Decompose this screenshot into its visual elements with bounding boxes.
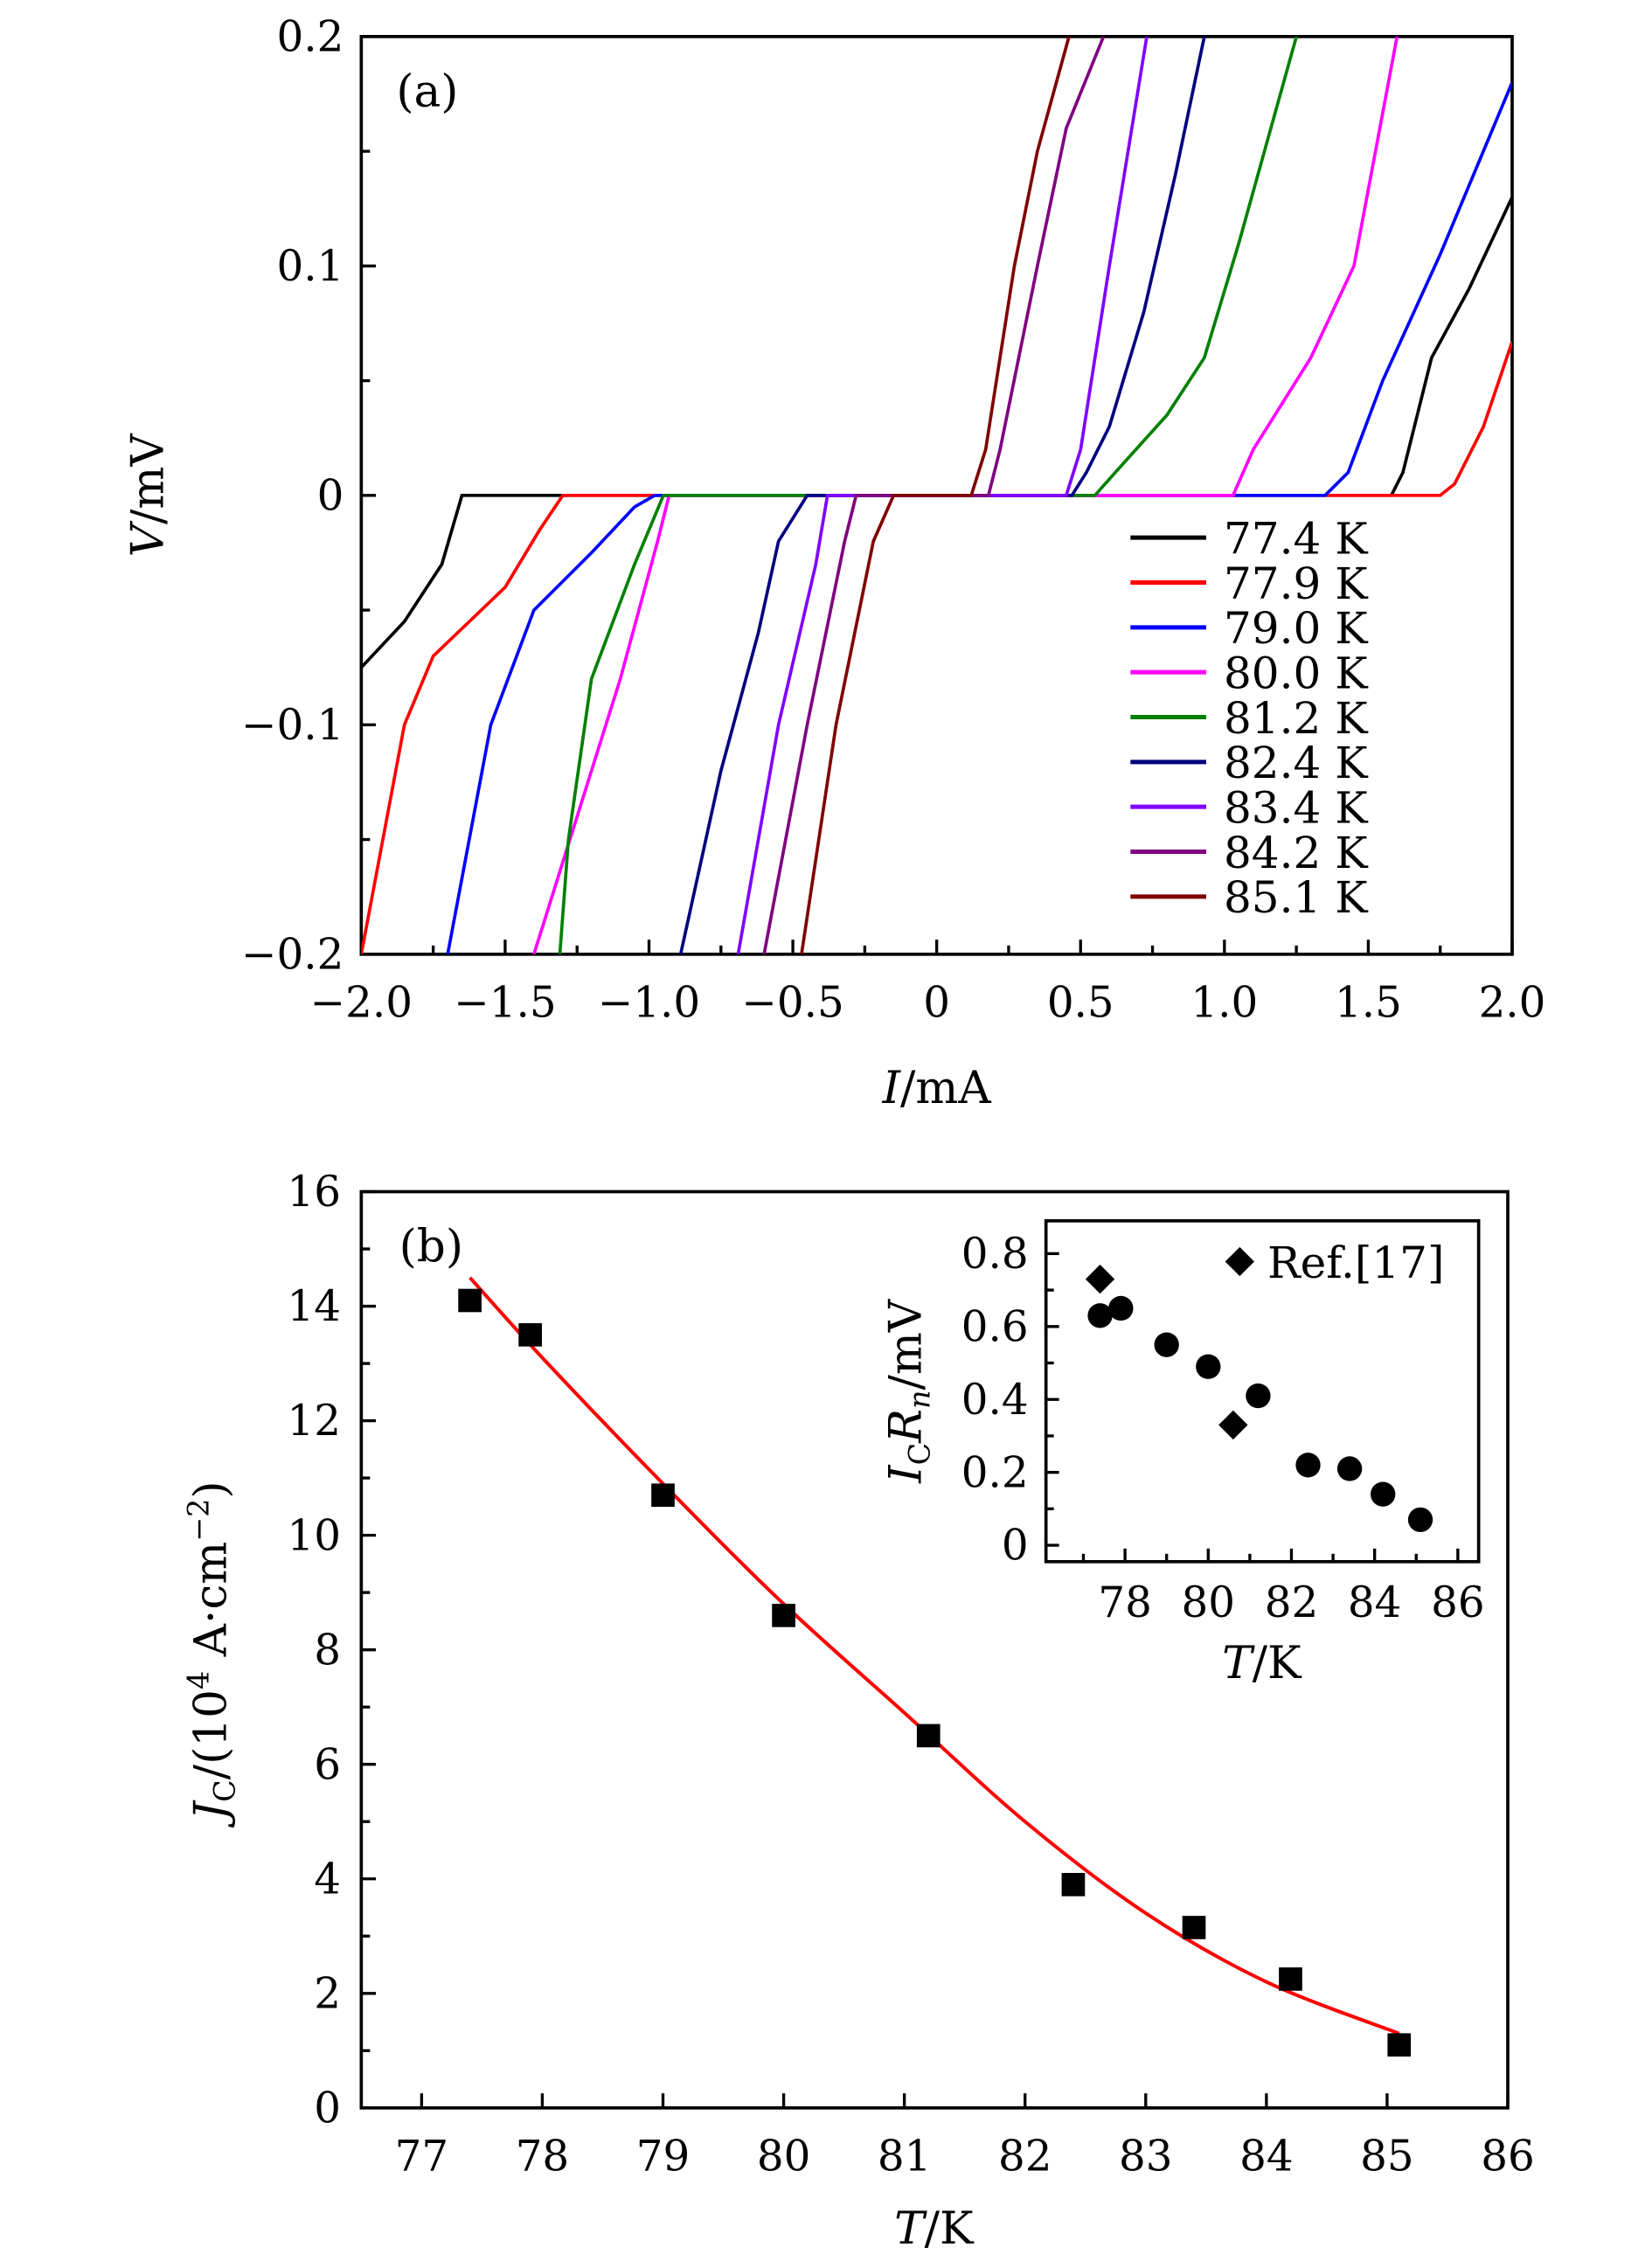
iv-curve-79-0-K [446, 81, 1512, 954]
ref17-data-point [1218, 1410, 1248, 1440]
y-tick-label: 0 [314, 2084, 341, 2133]
iv-curve-85-1-K [800, 36, 1071, 954]
panel-label-b: (b) [399, 1221, 463, 1273]
icrn-data-point [1154, 1332, 1179, 1357]
legend-label: 80.0 K [1224, 648, 1369, 699]
legend-label: 81.2 K [1224, 693, 1369, 744]
x-tick-label: 84 [1348, 1578, 1402, 1627]
y-tick-label: 0.2 [276, 12, 344, 61]
panel-label-a: (a) [396, 66, 458, 118]
y-tick-label: 0.6 [961, 1302, 1029, 1351]
x-tick-label: 2.0 [1479, 979, 1546, 1028]
y-tick-label: 2 [314, 1969, 341, 2018]
y-tick-label: −0.2 [241, 931, 344, 980]
y-axis-label-a: V/mV [122, 433, 175, 558]
icrn-data-point [1336, 1456, 1363, 1481]
iv-curve-84-2-K [762, 36, 1106, 954]
icrn-data-point [1246, 1383, 1271, 1409]
x-tick-label: −2.0 [310, 979, 413, 1028]
y-tick-label: 12 [288, 1397, 342, 1446]
y-tick-label: 0 [317, 472, 344, 521]
iv-curve-81-2-K [558, 36, 1298, 954]
legend-a: 77.4 K77.9 K79.0 K80.0 K81.2 K82.4 K83.4… [1130, 514, 1369, 923]
x-tick-label: 1.0 [1190, 979, 1258, 1028]
legend-label: 77.4 K [1224, 514, 1369, 565]
ref17-data-point [1085, 1264, 1115, 1294]
inset-legend-label: Ref.[17] [1267, 1238, 1445, 1288]
x-tick-label: 81 [878, 2133, 932, 2181]
y-tick-label: −0.1 [241, 701, 344, 750]
y-tick-label: 0.2 [961, 1448, 1029, 1497]
fit-curve [469, 1276, 1400, 2036]
x-tick-label: 0.5 [1047, 979, 1114, 1028]
x-tick-label: 1.5 [1335, 979, 1402, 1028]
y-tick-label: 8 [314, 1626, 341, 1675]
icrn-data-point [1295, 1453, 1321, 1478]
panel-b: 77 78 79 80 81 82 83 84 85 86 0 2 4 6 8 10 12 14 16 (b) T/K J… [181, 1168, 1534, 2255]
x-tick-label: 82 [998, 2133, 1052, 2181]
x-tick-label: 78 [516, 2133, 570, 2181]
jc-data-point [1279, 1967, 1302, 1991]
x-tick-label: 77 [395, 2133, 448, 2181]
jc-data-point [458, 1288, 482, 1313]
x-axis-label-inset: T/K [1222, 1637, 1302, 1689]
x-tick-label: 85 [1360, 2133, 1414, 2181]
panel-a: −2.0 −1.5 −1.0 −0.5 0 0.5 1.0 1.5 2.0 −0.2 −0.1 0 0.… [122, 12, 1546, 1113]
y-axis-label-b: JC/(104 A·cm−2) [181, 1481, 241, 1828]
icrn-data-point [1087, 1303, 1113, 1328]
x-axis-label-a: I/mA [882, 1062, 992, 1114]
x-axis-label-b: T/K [894, 2202, 975, 2255]
y-tick-label: 4 [314, 1855, 341, 1904]
x-tick-label: −1.0 [598, 979, 700, 1028]
legend-label: 83.4 K [1224, 783, 1369, 834]
legend-label: 84.2 K [1224, 828, 1369, 878]
x-tick-label: 0 [923, 979, 950, 1028]
inset: 78 80 82 84 86 0 0.2 0.4 0.6 0.8 Ref.[17] T/K ICRn/m… [879, 1219, 1485, 1689]
x-tick-label: 84 [1239, 2133, 1294, 2181]
icrn-data-point [1407, 1507, 1433, 1533]
y-tick-label: 16 [288, 1168, 342, 1217]
legend-label: 77.9 K [1224, 558, 1369, 609]
icrn-data-point [1371, 1481, 1396, 1507]
y-tick-label: 0 [1002, 1522, 1029, 1571]
iv-curves [361, 36, 1512, 954]
y-tick-label: 0.4 [961, 1376, 1029, 1425]
legend-diamond-icon [1225, 1246, 1254, 1277]
x-tick-label: −0.5 [741, 979, 843, 1028]
y-axis-label-inset: ICRn/mV [879, 1298, 936, 1484]
x-tick-label: 82 [1265, 1578, 1319, 1627]
jc-data-point [1182, 1916, 1206, 1939]
y-tick-label: 14 [288, 1282, 342, 1331]
icrn-data-point [1196, 1354, 1221, 1379]
legend-label: 85.1 K [1224, 872, 1369, 923]
jc-data-point [1061, 1872, 1086, 1897]
x-tick-label: 80 [757, 2133, 811, 2181]
y-tick-label: 10 [288, 1511, 342, 1560]
iv-curve-82-4-K [678, 36, 1206, 954]
jc-data-point [1387, 2033, 1412, 2057]
x-tick-label: 80 [1182, 1578, 1236, 1627]
x-tick-label: 79 [636, 2133, 691, 2181]
legend-label: 82.4 K [1224, 738, 1369, 788]
y-tick-label: 0.8 [961, 1230, 1029, 1279]
jc-data-point [518, 1322, 542, 1347]
y-tick-label: 6 [314, 1740, 341, 1789]
jc-data-point [651, 1483, 675, 1508]
x-tick-label: 86 [1481, 2133, 1535, 2181]
x-tick-label: 86 [1431, 1578, 1485, 1627]
y-tick-label: 0.1 [276, 242, 344, 291]
x-tick-label: 83 [1119, 2133, 1173, 2181]
legend-label: 79.0 K [1224, 603, 1369, 654]
x-tick-label: 78 [1098, 1578, 1152, 1627]
axes-frame [1044, 1219, 1481, 1564]
x-tick-label: −1.5 [454, 979, 556, 1028]
jc-data-point [772, 1604, 795, 1627]
jc-data-point [916, 1723, 941, 1748]
iv-curve-80-0-K [532, 36, 1399, 954]
icrn-data-point [1108, 1295, 1134, 1321]
iv-curve-77-9-K [361, 341, 1512, 954]
